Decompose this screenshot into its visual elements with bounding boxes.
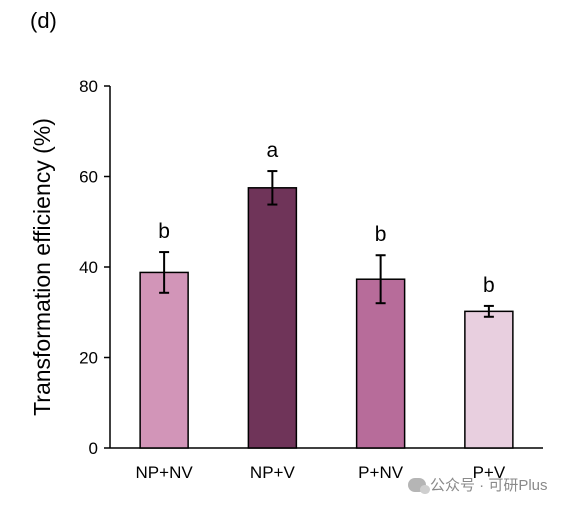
y-tick-label: 40 xyxy=(79,258,98,277)
y-axis-label: Transformation efficiency (%) xyxy=(29,118,55,416)
bar xyxy=(355,278,406,449)
watermark-text: 公众号 · 可研Plus xyxy=(430,477,548,494)
x-tick-label: P+NV xyxy=(358,463,404,482)
bar xyxy=(464,310,514,449)
significance-label: b xyxy=(375,223,387,246)
x-tick-label: NP+V xyxy=(250,463,296,482)
y-tick-label: 60 xyxy=(79,168,98,187)
bar xyxy=(247,187,298,449)
x-tick-label: P+V xyxy=(473,463,506,482)
y-tick-label: 80 xyxy=(79,77,98,96)
y-tick-label: 0 xyxy=(89,439,98,458)
watermark: 公众号 · 可研Plus xyxy=(408,474,548,495)
panel-label: (d) xyxy=(30,8,57,33)
x-tick-label: NP+NV xyxy=(136,463,194,482)
significance-label: a xyxy=(267,139,279,162)
significance-label: b xyxy=(158,220,170,243)
bar xyxy=(139,271,189,449)
y-tick-label: 20 xyxy=(79,349,98,368)
significance-label: b xyxy=(483,274,495,297)
wechat-icon xyxy=(408,477,430,494)
